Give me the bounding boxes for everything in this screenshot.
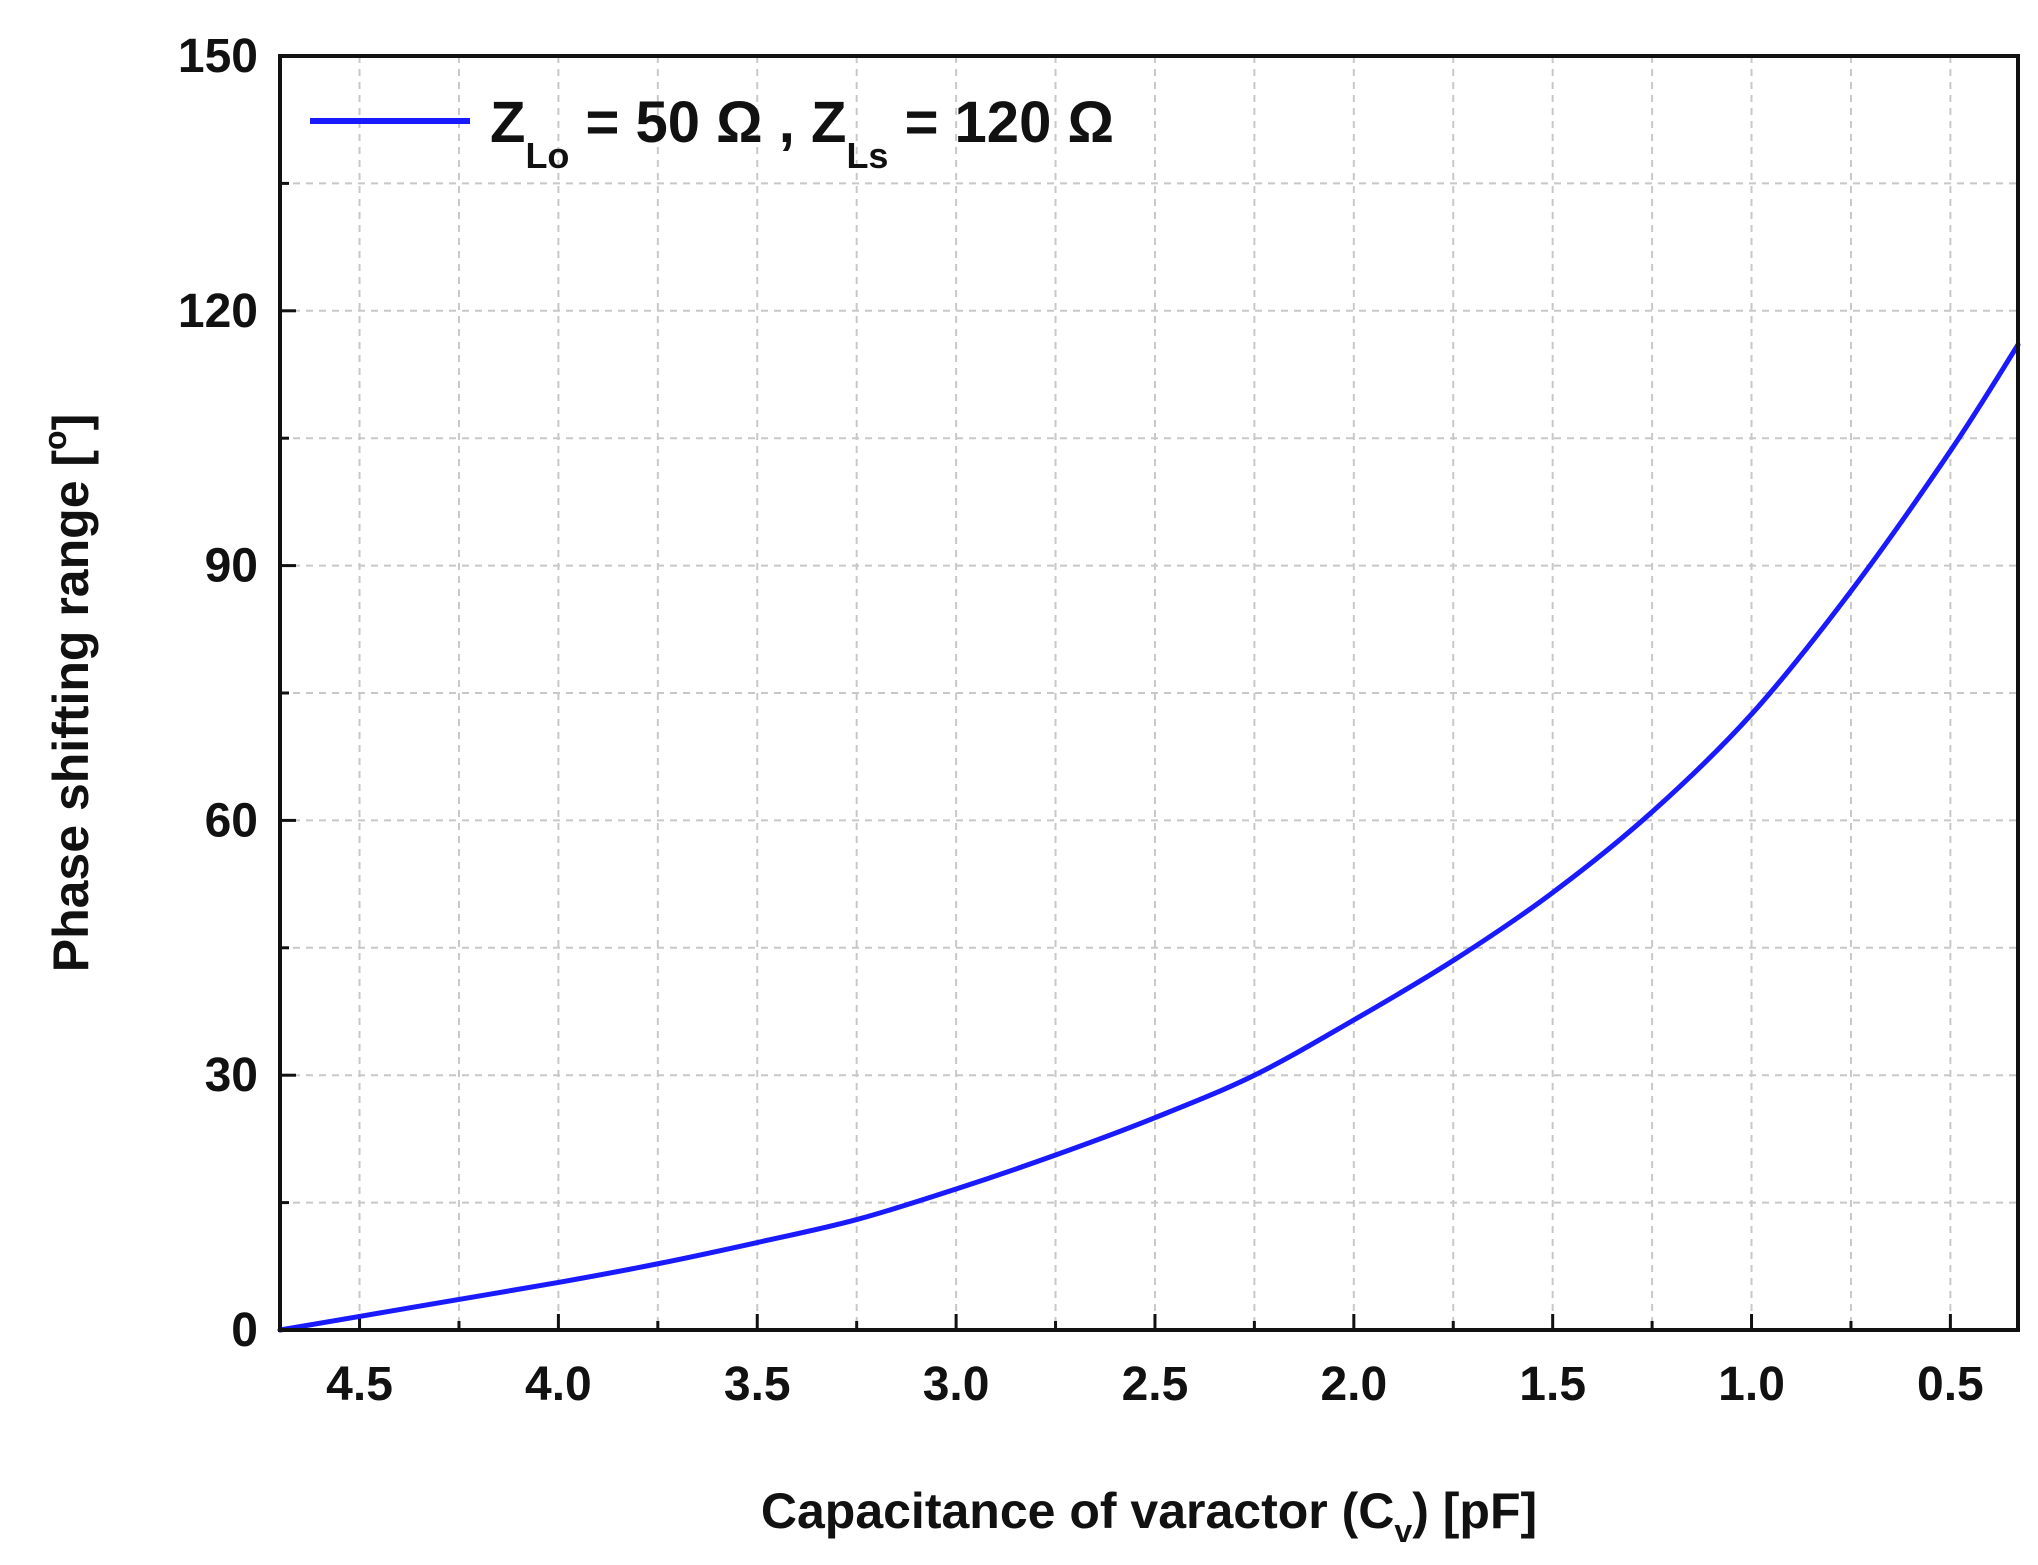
x-tick-label: 2.0 bbox=[1320, 1358, 1387, 1411]
y-tick-label: 120 bbox=[178, 285, 258, 338]
y-tick-label: 0 bbox=[231, 1304, 258, 1357]
x-tick-label: 4.5 bbox=[326, 1358, 393, 1411]
x-tick-label: 4.0 bbox=[525, 1358, 592, 1411]
legend-label: ZLo = 50 Ω , ZLs = 120 Ω bbox=[490, 90, 1114, 176]
y-tick-label: 90 bbox=[205, 540, 258, 593]
y-tick-label: 150 bbox=[178, 30, 258, 83]
x-tick-label: 3.5 bbox=[724, 1358, 791, 1411]
series-line bbox=[277, 342, 2021, 1333]
x-tick-label: 2.5 bbox=[1122, 1358, 1189, 1411]
y-tick-label: 60 bbox=[205, 794, 258, 847]
x-axis-title: Capacitance of varactor (Cv) [pF] bbox=[761, 1483, 1537, 1549]
x-tick-labels: 4.5 4.0 3.5 3.0 2.5 2.0 1.5 1.0 0.5 bbox=[326, 1358, 1984, 1411]
x-tick-label: 1.5 bbox=[1519, 1358, 1586, 1411]
legend: ZLo = 50 Ω , ZLs = 120 Ω bbox=[310, 90, 1114, 176]
x-tick-label: 1.0 bbox=[1718, 1358, 1785, 1411]
plot-frame bbox=[278, 54, 2020, 1332]
x-tick-label: 3.0 bbox=[923, 1358, 990, 1411]
y-tick-label: 30 bbox=[205, 1049, 258, 1102]
y-tick-labels: 0 30 60 90 120 150 bbox=[178, 30, 258, 1357]
y-axis-title: Phase shifting range [o] bbox=[37, 414, 99, 973]
grid-lines bbox=[280, 56, 2018, 1330]
x-tick-label: 0.5 bbox=[1917, 1358, 1984, 1411]
